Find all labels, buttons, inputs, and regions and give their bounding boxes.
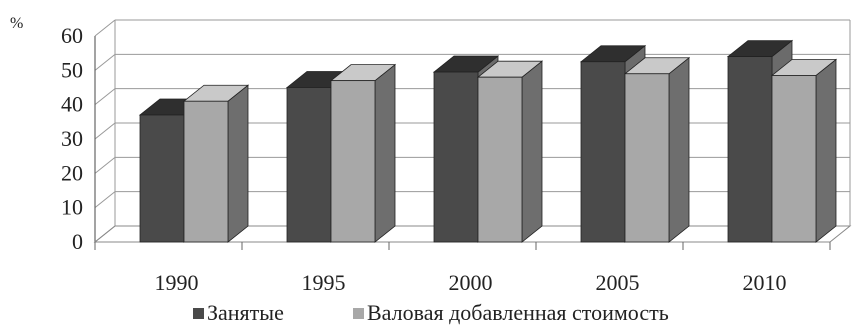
- x-tick-label: 1990: [155, 270, 199, 295]
- gridline-depth: [94, 156, 116, 174]
- bar-front: [580, 61, 626, 243]
- bar-front: [771, 75, 817, 243]
- x-tick-label: 2005: [596, 270, 640, 295]
- y-axis-unit-label: %: [10, 15, 23, 32]
- bar-series-2-1995: [329, 63, 397, 243]
- bar-side: [815, 58, 837, 243]
- y-tick-label: 30: [61, 126, 83, 151]
- y-tick-label: 50: [61, 57, 83, 82]
- bar-series-2-2005: [623, 56, 691, 243]
- bar-front: [183, 100, 229, 243]
- y-tick-label: 40: [61, 92, 83, 117]
- bar-front: [330, 80, 376, 243]
- bar-front: [139, 114, 185, 243]
- y-tick-label: 10: [61, 195, 83, 220]
- bar-series-2-1990: [182, 84, 250, 243]
- bar-side: [668, 56, 690, 243]
- gridline-depth: [94, 122, 116, 140]
- y-tick-label: 20: [61, 160, 83, 185]
- bar-series-2-2010: [770, 58, 838, 243]
- bar-front: [624, 73, 670, 243]
- bar-side: [227, 84, 249, 243]
- gridline-depth: [94, 88, 116, 106]
- legend-label-series-1: Занятые: [207, 300, 284, 325]
- bar-front: [286, 87, 332, 243]
- y-tick-label: 0: [72, 229, 83, 254]
- bar-side: [374, 63, 396, 243]
- legend: Занятые Валовая добавленная стоимость: [193, 300, 669, 325]
- bars: [138, 39, 838, 243]
- bar-front: [477, 76, 523, 243]
- gridline-depth: [94, 53, 116, 71]
- gridline-depth: [94, 191, 116, 209]
- bar-series-2-2000: [476, 60, 544, 243]
- y-tick-labels: 0 10 20 30 40 50 60: [61, 23, 83, 254]
- legend-swatch-series-2: [353, 308, 364, 319]
- legend-swatch-series-1: [193, 308, 204, 319]
- bar-front: [433, 71, 479, 243]
- x-tick-labels: 1990 1995 2000 2005 2010: [155, 270, 787, 295]
- x-tick-label: 1995: [302, 270, 346, 295]
- legend-label-series-2: Валовая добавленная стоимость: [367, 300, 669, 325]
- gridline-depth: [94, 19, 116, 37]
- bar-side: [521, 60, 543, 243]
- y-tick-label: 60: [61, 23, 83, 48]
- bar-front: [727, 56, 773, 243]
- x-tick-label: 2010: [743, 270, 787, 295]
- x-tick-label: 2000: [449, 270, 493, 295]
